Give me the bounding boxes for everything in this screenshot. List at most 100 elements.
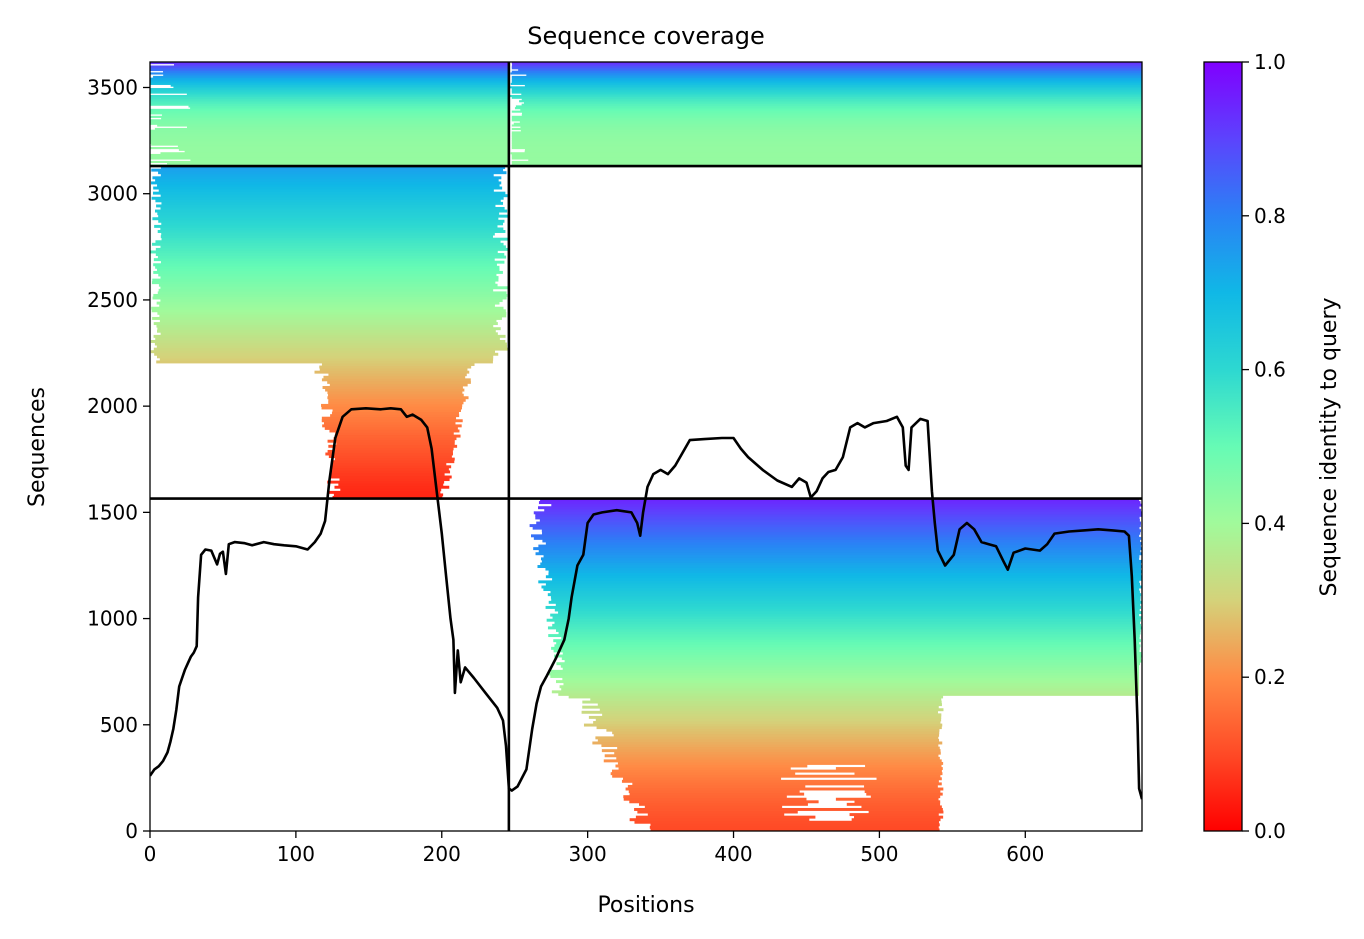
heatmap-stripe xyxy=(588,715,942,719)
heatmap-stripe xyxy=(153,293,508,297)
heatmap-stripe xyxy=(520,126,1142,129)
heatmap-stripe xyxy=(158,214,509,218)
heatmap-stripe xyxy=(835,797,939,801)
heatmap-stripe xyxy=(150,96,509,99)
heatmap-stripe xyxy=(150,131,509,134)
heatmap-stripe xyxy=(152,217,499,221)
heatmap-stripe xyxy=(153,334,506,338)
heatmap-stripe xyxy=(542,539,1141,543)
heatmap-stripe xyxy=(163,74,509,77)
heatmap-stripe xyxy=(158,171,507,175)
heatmap-stripe xyxy=(334,434,461,438)
heatmap-stripe xyxy=(533,511,1142,515)
heatmap-stripe xyxy=(328,398,466,402)
x-tick-label: 100 xyxy=(277,842,315,866)
heatmap-stripe xyxy=(150,88,509,91)
heatmap-stripe xyxy=(166,162,509,165)
heatmap-stripe xyxy=(157,327,501,331)
heatmap-stripe xyxy=(511,143,1142,146)
heatmap-stripe xyxy=(150,82,509,85)
heatmap-stripe xyxy=(611,769,942,773)
heatmap-stripe xyxy=(647,813,785,817)
heatmap-stripe xyxy=(322,386,463,389)
heatmap-stripe xyxy=(152,191,506,195)
heatmap-stripe xyxy=(558,611,1142,615)
heatmap-stripe xyxy=(319,368,468,372)
heatmap-stripe xyxy=(538,544,1141,548)
heatmap-stripe xyxy=(554,621,1141,625)
heatmap-stripe xyxy=(314,370,470,374)
heatmap-stripe xyxy=(513,122,1142,125)
heatmap-stripe xyxy=(597,738,940,742)
heatmap-stripe xyxy=(321,378,471,382)
heatmap-stripe xyxy=(327,439,455,443)
heatmap-stripe xyxy=(520,129,1142,132)
heatmap-stripe xyxy=(152,278,499,282)
heatmap-stripe xyxy=(321,363,475,366)
heatmap-stripe xyxy=(592,741,943,745)
heatmap-stripe xyxy=(153,322,498,326)
heatmap-stripe xyxy=(153,75,509,79)
heatmap-stripe xyxy=(151,306,504,310)
heatmap-stripe xyxy=(514,107,1142,110)
heatmap-stripe xyxy=(533,536,1142,540)
heatmap-stripe xyxy=(511,134,1142,137)
heatmap-stripe xyxy=(157,230,506,233)
heatmap-stripe xyxy=(520,108,1142,111)
heatmap-stripe xyxy=(323,421,456,425)
heatmap-stripe xyxy=(637,810,798,814)
heatmap-stripe xyxy=(544,508,1142,512)
heatmap-stripe xyxy=(153,258,495,262)
heatmap-stripe xyxy=(583,723,943,727)
heatmap-stripe xyxy=(150,350,496,354)
heatmap-stripe xyxy=(510,152,1142,155)
y-tick-label: 0 xyxy=(125,819,138,843)
heatmap-stripe xyxy=(511,75,1142,79)
heatmap-stripe xyxy=(330,475,452,479)
heatmap-stripe xyxy=(597,703,942,707)
heatmap-stripe xyxy=(160,332,498,336)
heatmap-stripe xyxy=(158,219,505,223)
heatmap-stripe xyxy=(511,62,1142,65)
heatmap-stripe xyxy=(531,534,1140,538)
heatmap-stripe xyxy=(324,426,458,430)
heatmap-stripe xyxy=(644,805,783,809)
heatmap-stripe xyxy=(511,157,1142,160)
heatmap-stripe xyxy=(554,644,1141,648)
heatmap-stripe xyxy=(329,429,460,433)
heatmap-stripe xyxy=(649,825,939,829)
heatmap-stripe xyxy=(186,126,509,129)
heatmap-stripe xyxy=(529,524,1141,528)
heatmap-stripe xyxy=(509,86,1142,89)
heatmap-stripe xyxy=(595,736,939,740)
heatmap-stripe xyxy=(518,68,1142,72)
heatmap-stripe xyxy=(515,105,1142,108)
heatmap-stripe xyxy=(835,767,943,771)
heatmap-stripe xyxy=(155,265,500,269)
heatmap-stripe xyxy=(511,79,1142,82)
heatmap-stripe xyxy=(558,692,1140,696)
heatmap-stripe xyxy=(150,122,509,125)
heatmap-stripe xyxy=(327,380,471,384)
heatmap-stripe xyxy=(521,103,1142,106)
heatmap-stripe xyxy=(548,570,1142,574)
colorbar-ticks: 0.0 0.2 0.4 0.6 0.8 1.0 xyxy=(1242,50,1286,843)
coverage-line xyxy=(150,406,1142,800)
heatmap-stripe xyxy=(568,695,944,699)
heatmap-stripe xyxy=(851,818,941,822)
x-axis: 0 100 200 300 400 500 600 xyxy=(144,831,1044,866)
heatmap-stripe xyxy=(511,160,1142,164)
heatmap-stripe xyxy=(156,355,494,359)
heatmap-stripe xyxy=(521,112,1142,115)
heatmap-stripe xyxy=(321,416,457,420)
heatmap-stripe xyxy=(328,401,464,405)
heatmap-stripe xyxy=(524,84,1142,87)
heatmap-stripe xyxy=(866,792,943,796)
heatmap-stripe xyxy=(601,749,941,753)
heatmap-stripe xyxy=(511,145,1142,148)
heatmap-stripe xyxy=(540,557,1140,561)
heatmap-stripe xyxy=(535,513,1142,517)
heatmap-stripe xyxy=(329,383,468,387)
heatmap-stripe xyxy=(155,209,508,213)
